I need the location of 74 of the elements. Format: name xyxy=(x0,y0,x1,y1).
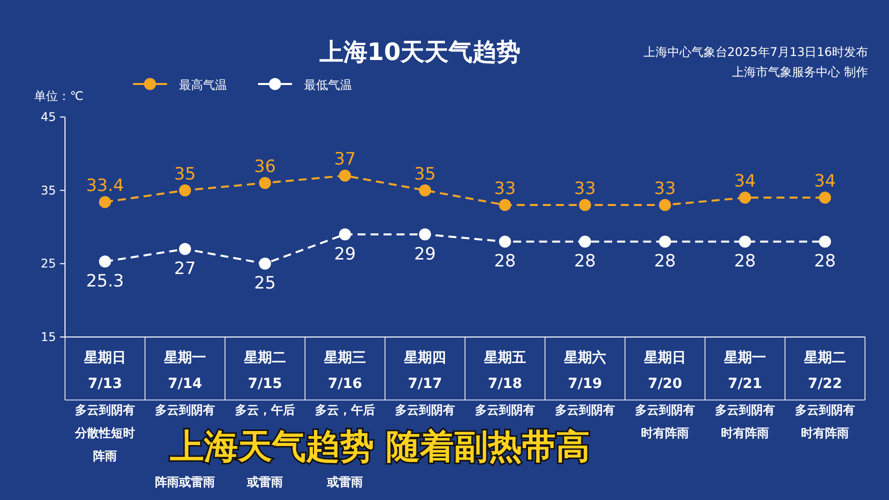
legend-label: 最低气温 xyxy=(304,78,352,92)
data-label: 33.4 xyxy=(86,176,124,196)
data-label: 37 xyxy=(334,150,356,170)
y-tick-label: 35 xyxy=(40,183,56,198)
data-label: 36 xyxy=(254,157,276,177)
text: 多云到阴有分散性短时阵雨 xyxy=(74,403,135,463)
data-label: 33 xyxy=(654,179,676,199)
text: 多云到阴有 xyxy=(395,403,455,417)
x-tick-label: 星期六 7/19 xyxy=(563,349,606,392)
point xyxy=(419,228,431,240)
point xyxy=(819,236,831,248)
point xyxy=(659,236,671,248)
point xyxy=(259,258,271,270)
data-label: 29 xyxy=(334,244,356,264)
y-axis-title: 单位：℃ xyxy=(34,89,84,103)
data-label: 34 xyxy=(814,172,836,192)
text: 阵雨或雷雨 xyxy=(155,475,215,489)
y-tick-label: 25 xyxy=(40,256,56,271)
point xyxy=(579,236,591,248)
data-label: 28 xyxy=(814,252,836,272)
text: 上海天气趋势 随着副热带高 xyxy=(169,427,590,467)
point xyxy=(339,170,351,182)
x-tick-label: 星期一 7/14 xyxy=(163,350,206,392)
data-label: 28 xyxy=(654,252,676,272)
point xyxy=(339,228,351,240)
data-label: 25.3 xyxy=(86,271,124,292)
text: 上海市气象服务中心 制作 xyxy=(732,65,868,79)
text: 多云到阴有 xyxy=(475,403,535,417)
text: 多云，午后 xyxy=(315,403,375,417)
text: 多云到阴有时有阵雨 xyxy=(795,403,855,440)
point xyxy=(659,199,671,211)
point xyxy=(579,199,591,211)
point xyxy=(819,192,831,204)
point xyxy=(99,196,111,208)
point xyxy=(499,236,511,248)
point xyxy=(499,199,511,211)
data-label: 28 xyxy=(494,252,516,272)
point xyxy=(419,184,431,196)
x-tick-label: 星期一 7/21 xyxy=(723,350,766,392)
data-label: 25 xyxy=(254,274,276,294)
chart-title: 上海10天天气趋势 xyxy=(318,38,521,66)
data-label: 35 xyxy=(414,164,436,184)
y-tick-label: 15 xyxy=(40,330,56,344)
data-label: 27 xyxy=(174,259,196,279)
text: 或雷雨 xyxy=(326,475,363,489)
x-tick-label: 星期二 7/22 xyxy=(803,350,846,392)
data-label: 33 xyxy=(574,179,596,199)
data-label: 28 xyxy=(574,252,596,272)
data-label: 34 xyxy=(734,172,756,192)
point xyxy=(259,177,271,189)
point xyxy=(179,184,191,196)
x-tick-label: 星期日 7/20 xyxy=(643,350,686,392)
x-tick-label: 星期三 7/16 xyxy=(323,350,366,392)
x-tick-label: 星期四 7/17 xyxy=(403,350,446,392)
x-tick-label: 星期日 7/13 xyxy=(83,350,126,392)
x-tick-label: 星期五 7/18 xyxy=(483,350,526,392)
text: 多云到阴有 xyxy=(555,403,615,417)
text: 多云到阴有 xyxy=(155,403,215,417)
point xyxy=(739,192,751,204)
text: 多云到阴有时有阵雨 xyxy=(715,403,775,440)
data-label: 29 xyxy=(414,244,436,264)
x-tick-label: 星期二 7/15 xyxy=(243,350,286,392)
data-label: 33 xyxy=(494,179,516,199)
point xyxy=(739,236,751,248)
point xyxy=(179,243,191,255)
text: 多云，午后 xyxy=(235,403,295,417)
y-tick-label: 45 xyxy=(40,110,56,124)
legend-label: 最高气温 xyxy=(179,78,227,92)
data-label: 28 xyxy=(734,252,756,272)
data-label: 35 xyxy=(174,164,196,184)
text: 或雷雨 xyxy=(246,475,283,489)
chart-subtitle: 上海中心气象台2025年7月13日16时发布 xyxy=(643,45,868,59)
point xyxy=(99,255,111,268)
text: 多云到阴有时有阵雨 xyxy=(635,403,695,440)
